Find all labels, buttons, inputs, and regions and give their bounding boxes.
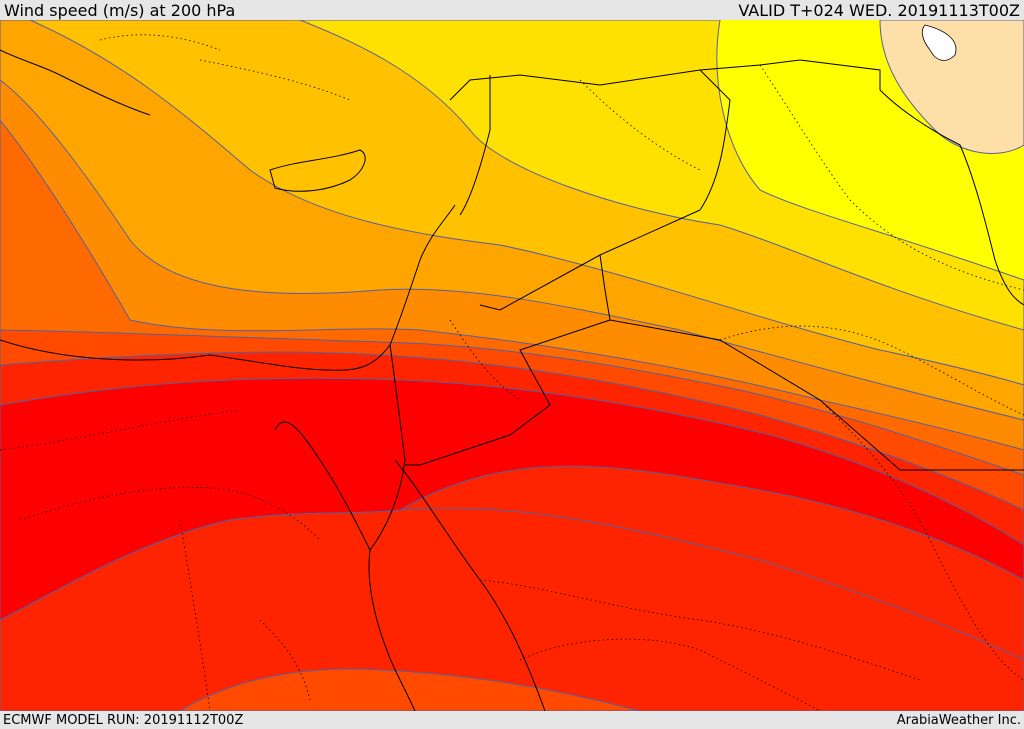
map-title: Wind speed (m/s) at 200 hPa (4, 0, 236, 20)
map-header: Wind speed (m/s) at 200 hPa VALID T+024 … (0, 0, 1024, 20)
band-red-orange-south (179, 668, 641, 711)
model-run: ECMWF MODEL RUN: 20191112T00Z (3, 712, 244, 728)
map-canvas (0, 20, 1024, 711)
caspian-sea (921, 24, 957, 61)
map-footer: ECMWF MODEL RUN: 20191112T00Z ArabiaWeat… (0, 711, 1024, 729)
band-pale-peach (879, 20, 1024, 154)
admin-boundaries (0, 34, 1024, 711)
band-vermilion-south (0, 507, 1024, 711)
coastlines (0, 49, 1024, 711)
credit: ArabiaWeather Inc. (896, 712, 1021, 728)
wind-speed-map[interactable] (0, 20, 1024, 711)
valid-time: VALID T+024 WED. 20191113T00Z (738, 0, 1020, 20)
